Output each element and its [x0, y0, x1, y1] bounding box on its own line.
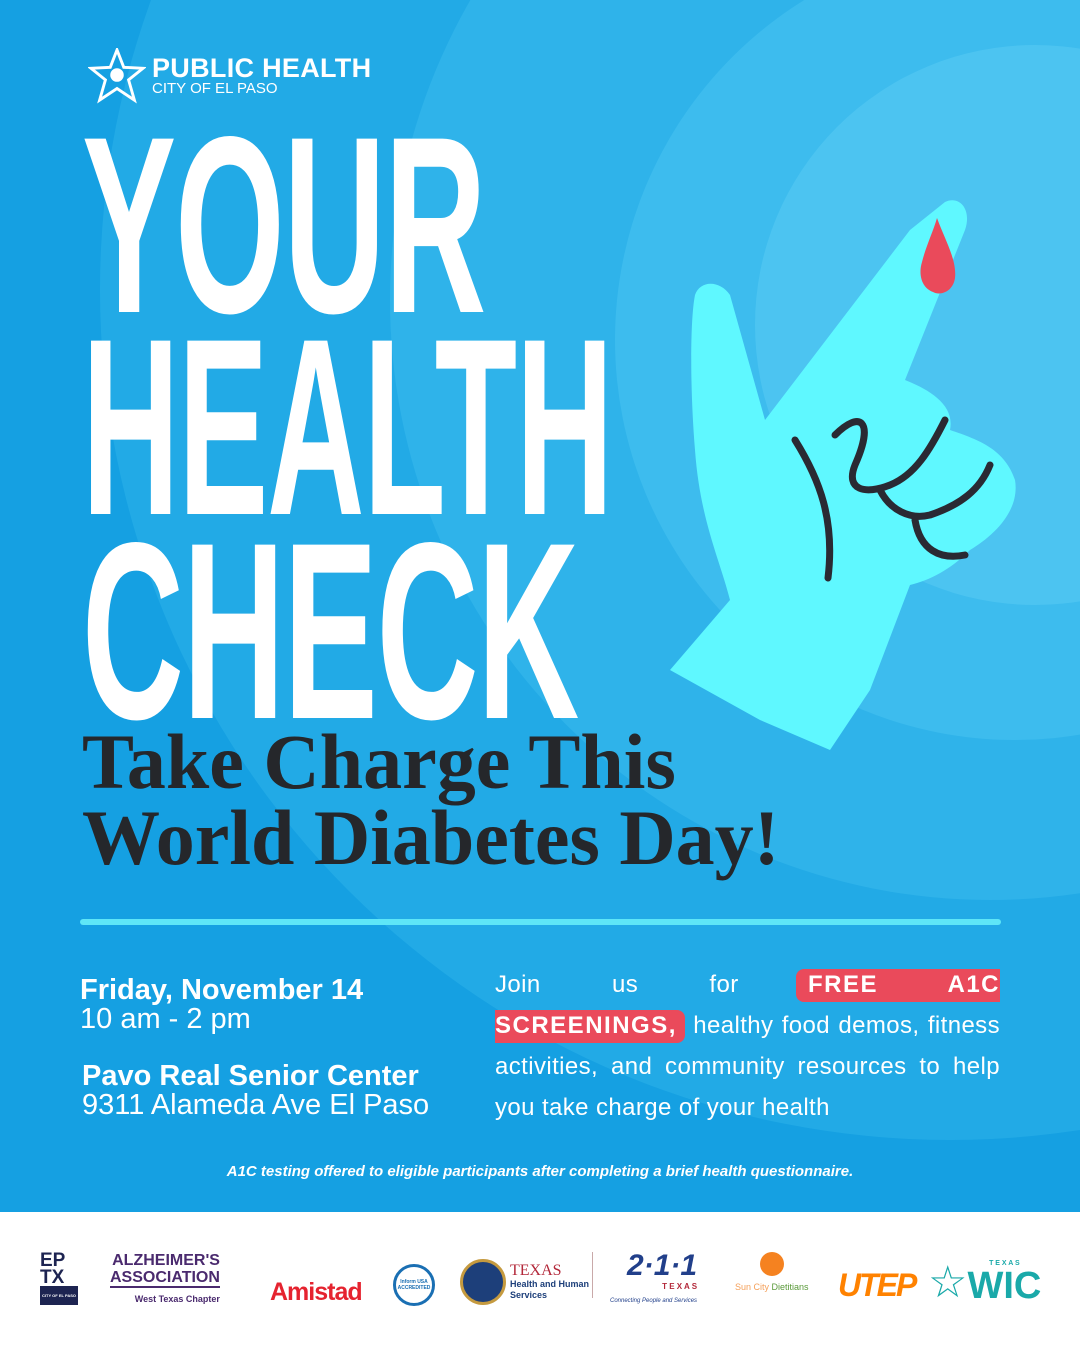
org-name: PUBLIC HEALTH — [152, 53, 372, 83]
description-rest: healthy food demos, fitness activities, … — [495, 1012, 1000, 1121]
texas-wic-logo: ☆ T E X A S WIC — [928, 1257, 1042, 1307]
event-venue: Pavo Real Senior Center — [82, 1060, 419, 1092]
event-address: 9311 Alameda Ave El Paso — [82, 1089, 430, 1121]
blood-drop-icon — [920, 218, 956, 294]
description-intro: Join us for — [495, 971, 739, 998]
texas-hhs-logo: TEXAS Health and Human Services — [460, 1252, 589, 1312]
texas-seal-icon — [460, 1259, 506, 1305]
subtitle-line-1: Take Charge This — [82, 718, 676, 805]
headline-line-3: CHECK — [82, 491, 579, 772]
subtitle-line-2: World Diabetes Day! — [82, 794, 780, 881]
star-icon: ☆ — [928, 1257, 968, 1307]
amistad-logo: Amistad — [270, 1277, 363, 1306]
divider — [80, 919, 1001, 925]
alzheimers-logo: ALZHEIMER'S ASSOCIATION West Texas Chapte… — [110, 1252, 220, 1304]
event-date: Friday, November 14 — [80, 974, 364, 1006]
disclaimer: A1C testing offered to eligible particip… — [226, 1163, 854, 1180]
event-location: Pavo Real Senior Center 9311 Alameda Ave… — [82, 1060, 429, 1122]
finger-lines — [791, 416, 994, 582]
hand-illustration — [670, 200, 1016, 750]
star-emblem-icon — [88, 48, 146, 104]
event-datetime: Friday, November 14 10 am - 2 pm — [80, 974, 363, 1036]
hand-icon — [670, 200, 1016, 750]
org-city: CITY OF EL PASO — [152, 80, 278, 97]
211-texas-logo: 2·1·1 T E X A S Connecting People and Se… — [610, 1249, 698, 1305]
public-health-logo: PUBLIC HEALTH CITY OF EL PASO — [88, 48, 371, 104]
headline-line-1: YOUR — [82, 85, 486, 366]
sun-city-dietitians-logo: Sun City Dietitians — [735, 1252, 809, 1312]
event-description: Join us for FREE A1C SCREENINGS, healthy… — [495, 964, 1000, 1128]
eptx-logo: EP TX CITY OF EL PASO — [40, 1251, 79, 1312]
sun-icon — [759, 1252, 784, 1276]
event-time: 10 am - 2 pm — [80, 1003, 251, 1035]
partner-logos: EP TX CITY OF EL PASO ALZHEIMER'S ASSOCIAT… — [0, 1212, 1080, 1350]
poster: PUBLIC HEALTH CITY OF EL PASO YOUR HEALT… — [0, 0, 1080, 1212]
logo-separator — [592, 1252, 593, 1298]
headline-line-2: HEALTH — [82, 287, 613, 568]
utep-logo: UTEP — [838, 1266, 917, 1303]
inform-usa-logo: Inform USA ACCREDITED — [393, 1264, 435, 1306]
